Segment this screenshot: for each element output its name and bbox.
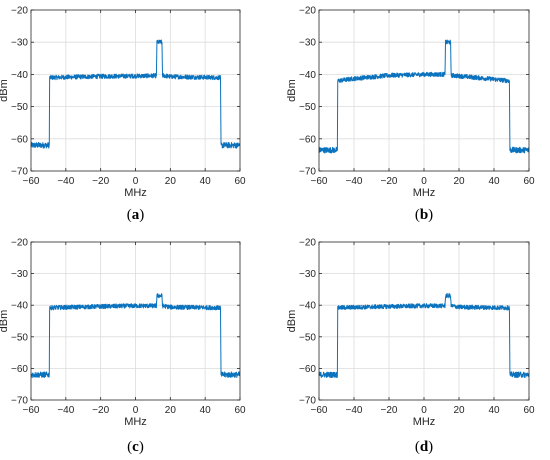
y-tick-label: −70	[11, 396, 28, 407]
y-tick-label: −50	[11, 102, 28, 113]
y-tick-label: −40	[11, 70, 28, 81]
spectrum-trace	[318, 293, 530, 379]
caption-close: )	[139, 439, 144, 455]
spectrum-trace	[30, 39, 241, 149]
x-tick-label: −20	[92, 405, 109, 416]
y-tick-label: −50	[11, 332, 28, 343]
y-axis-label: dBm	[286, 79, 298, 102]
caption-open: (	[415, 207, 420, 223]
y-tick-label: −50	[299, 332, 316, 343]
caption-letter: a	[132, 207, 140, 223]
spectrum-trace	[30, 293, 241, 378]
x-tick-label: 60	[234, 176, 246, 187]
chart-panel-c: −60 −40 −20 0 20 40 60−70−60−50−40−30−20MHzdBm…	[0, 238, 246, 456]
x-tick-label: −60	[311, 405, 328, 416]
x-axis-label: MHz	[124, 187, 147, 199]
y-tick-label: −50	[299, 102, 316, 113]
x-tick-label: 20	[165, 405, 177, 416]
x-tick-label: −40	[57, 176, 74, 187]
y-tick-label: −70	[299, 396, 316, 407]
y-tick-label: −40	[299, 301, 316, 312]
y-tick-label: −20	[11, 238, 28, 249]
caption-letter: b	[420, 207, 428, 223]
x-tick-label: 20	[165, 176, 177, 187]
x-tick-label: 0	[421, 176, 427, 187]
y-tick-label: −30	[11, 38, 28, 49]
x-tick-label: 0	[421, 405, 427, 416]
panel-caption: (c)	[127, 439, 144, 455]
y-tick-label: −40	[299, 70, 316, 81]
y-tick-label: −20	[299, 6, 316, 17]
chart-panel-b: −60 −40 −20 0 20 40 60−70−60−50−40−30−20MHzdBm…	[286, 6, 535, 224]
panel-caption: (a)	[127, 207, 145, 223]
y-tick-label: −30	[299, 269, 316, 280]
y-tick-label: −30	[299, 38, 316, 49]
caption-close: )	[428, 207, 433, 223]
x-tick-label: 20	[453, 176, 465, 187]
panel-caption: (d)	[415, 439, 433, 455]
x-tick-label: −60	[23, 176, 40, 187]
x-tick-label: 40	[200, 176, 212, 187]
chart-panel-a: −60 −40 −20 0 20 40 60−70−60−50−40−30−20MHzdBm…	[0, 6, 246, 224]
y-tick-label: −20	[11, 6, 28, 17]
x-tick-label: −20	[381, 405, 398, 416]
x-tick-label: −40	[346, 405, 363, 416]
caption-open: (	[127, 207, 132, 223]
y-axis-label: dBm	[0, 79, 10, 102]
y-tick-label: −20	[299, 238, 316, 249]
caption-letter: c	[132, 439, 139, 455]
panel-caption: (b)	[415, 207, 433, 223]
x-axis-label: MHz	[413, 416, 436, 428]
y-tick-label: −60	[11, 364, 28, 375]
x-tick-label: −60	[311, 176, 328, 187]
y-axis-label: dBm	[286, 310, 298, 333]
y-tick-label: −30	[11, 269, 28, 280]
spectrum-trace	[318, 39, 530, 154]
x-tick-label: −40	[346, 176, 363, 187]
x-tick-label: 40	[488, 176, 500, 187]
x-axis-label: MHz	[124, 416, 147, 428]
x-tick-label: −20	[92, 176, 109, 187]
caption-open: (	[415, 439, 420, 455]
caption-close: )	[139, 207, 144, 223]
x-tick-label: 0	[133, 405, 139, 416]
x-tick-label: 60	[234, 405, 246, 416]
x-tick-label: −40	[57, 405, 74, 416]
y-tick-label: −70	[299, 167, 316, 178]
x-tick-label: 40	[200, 405, 212, 416]
x-tick-label: 20	[453, 405, 465, 416]
x-tick-label: 60	[523, 405, 535, 416]
caption-close: )	[428, 439, 433, 455]
y-tick-label: −60	[299, 364, 316, 375]
y-tick-label: −60	[11, 134, 28, 145]
x-tick-label: −20	[381, 176, 398, 187]
chart-panel-d: −60 −40 −20 0 20 40 60−70−60−50−40−30−20MHzdBm…	[286, 238, 535, 456]
x-tick-label: 60	[523, 176, 535, 187]
y-tick-label: −40	[11, 301, 28, 312]
x-tick-label: 0	[133, 176, 139, 187]
x-axis-label: MHz	[413, 187, 436, 199]
x-tick-label: −60	[23, 405, 40, 416]
x-tick-label: 40	[488, 405, 500, 416]
caption-letter: d	[420, 439, 429, 455]
y-axis-label: dBm	[0, 310, 10, 333]
y-tick-label: −70	[11, 167, 28, 178]
y-tick-label: −60	[299, 134, 316, 145]
caption-open: (	[127, 439, 132, 455]
